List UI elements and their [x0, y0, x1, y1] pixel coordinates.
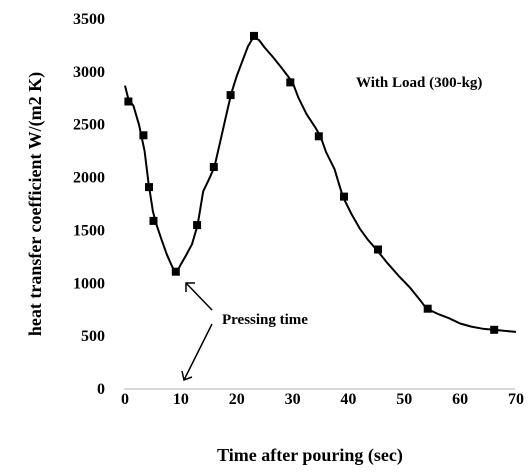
y-tick-label: 1000	[73, 275, 105, 292]
data-point-marker	[250, 31, 258, 40]
data-point-marker	[139, 131, 148, 140]
series-markers	[124, 31, 499, 334]
x-tick-label: 50	[396, 391, 412, 408]
x-tick-label: 40	[340, 391, 356, 408]
arrow-up-line	[185, 282, 213, 311]
data-point-marker	[171, 267, 180, 276]
annotation-arrows	[181, 282, 213, 382]
data-point-marker	[124, 97, 133, 106]
y-tick-labels: 0 500 1000 1500 2000 2500 3000 3500	[73, 11, 105, 398]
y-tick-label: 0	[97, 381, 105, 398]
y-tick-label: 1500	[73, 222, 105, 239]
arrow-down-line	[183, 323, 213, 381]
y-tick-label: 2500	[73, 117, 105, 134]
legend-label: With Load (300-kg)	[356, 75, 482, 91]
x-tick-label: 20	[229, 391, 245, 408]
y-axis-title: heat transfer coefficient W/(m2 K)	[25, 72, 46, 336]
data-point-marker	[145, 183, 153, 192]
data-point-marker	[286, 78, 295, 87]
data-point-marker	[226, 91, 235, 100]
annotation-pressing-time: Pressing time	[222, 312, 308, 328]
x-tick-label: 30	[285, 391, 301, 408]
x-tick-label: 0	[121, 391, 129, 408]
data-point-marker	[423, 304, 432, 313]
y-tick-label: 3500	[73, 11, 105, 28]
series-line-with-load	[124, 36, 517, 333]
data-point-marker	[193, 221, 202, 230]
data-point-marker	[340, 192, 348, 201]
y-tick-label: 2000	[73, 170, 105, 187]
data-point-marker	[374, 245, 382, 254]
arrowhead-up	[185, 282, 195, 292]
y-tick-label: 3000	[73, 64, 105, 81]
data-point-marker	[490, 325, 499, 334]
y-tick-label: 500	[81, 328, 105, 345]
x-tick-label: 10	[173, 391, 189, 408]
arrowhead-down	[181, 370, 193, 382]
x-tick-label: 60	[452, 391, 468, 408]
x-tick-labels: 0 10 20 30 40 50 60 70	[121, 391, 524, 408]
data-point-marker	[314, 132, 323, 141]
data-point-marker	[149, 216, 158, 225]
x-axis-title: Time after pouring (sec)	[217, 445, 403, 466]
data-point-marker	[209, 163, 218, 171]
x-tick-label: 70	[508, 391, 524, 408]
